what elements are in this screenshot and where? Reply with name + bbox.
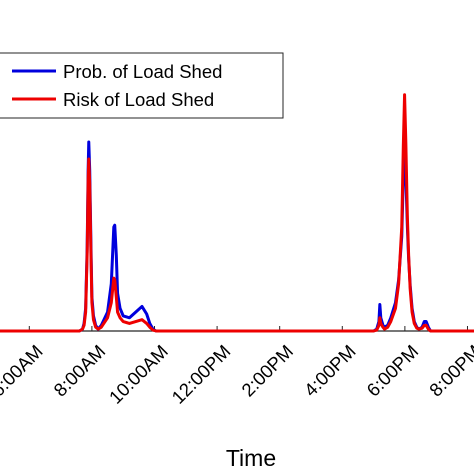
series-line-risk-of-load-shed xyxy=(0,93,474,333)
legend-label-risk: Risk of Load Shed xyxy=(63,89,214,110)
x-axis-title: Time xyxy=(226,445,276,471)
legend-box xyxy=(0,52,284,119)
series-layer xyxy=(0,93,474,333)
legend: Prob. of Load Shed Risk of Load Shed xyxy=(0,52,284,119)
legend-label-prob: Prob. of Load Shed xyxy=(63,61,222,82)
